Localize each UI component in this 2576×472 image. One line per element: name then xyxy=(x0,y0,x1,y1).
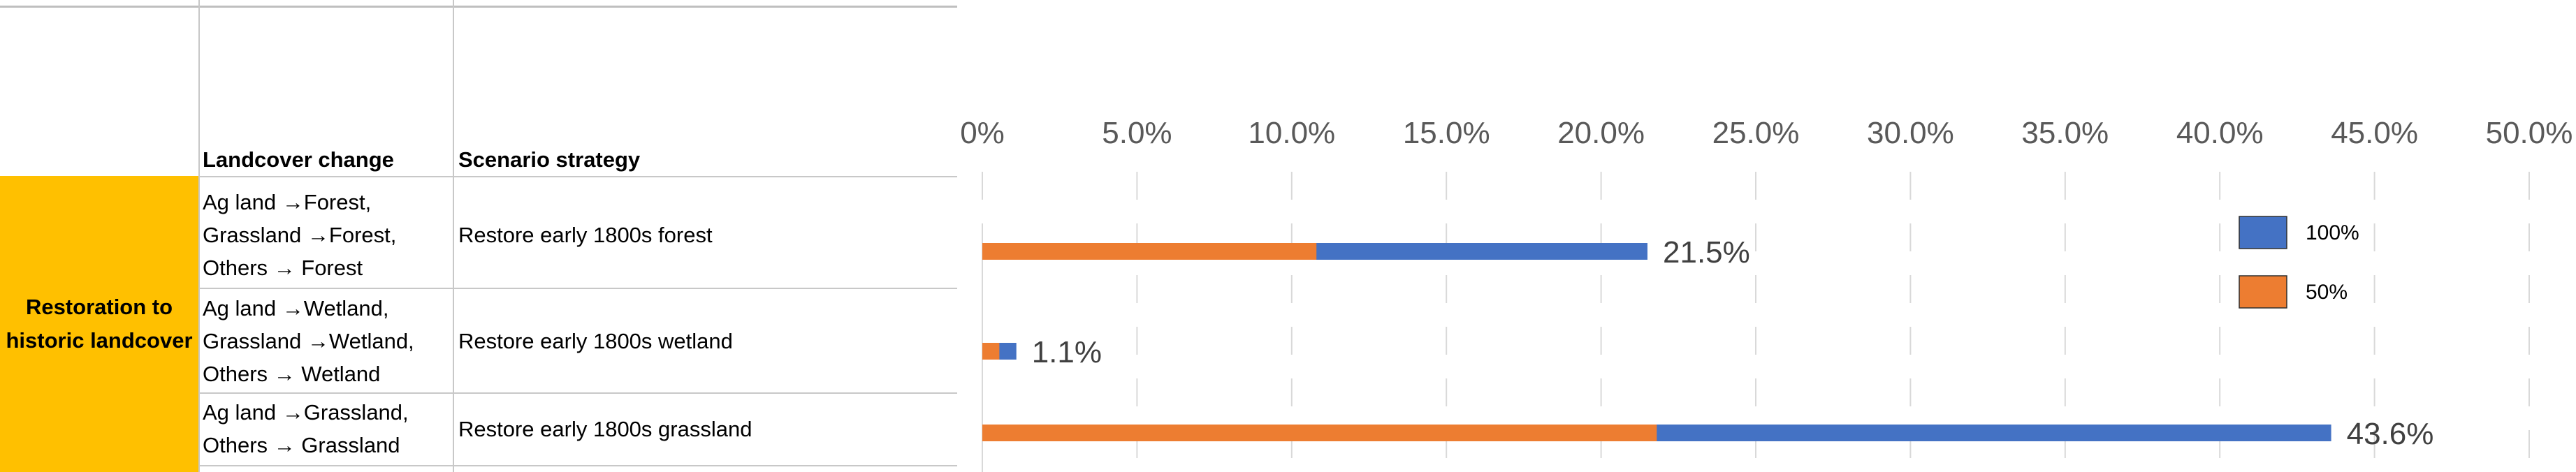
x-tick-label: 25.0% xyxy=(1712,116,1800,150)
x-tick-label: 30.0% xyxy=(1867,116,1954,150)
row-divider-1 xyxy=(198,288,957,289)
x-tick-label: 45.0% xyxy=(2331,116,2418,150)
bar-chart: 0% 5.0% 10.0% 15.0% 20.0% 25.0% 30.0% 35.0% 40.0… xyxy=(957,0,2576,472)
landcover-change-line: Ag land →Forest, xyxy=(203,190,372,214)
header-landcover-change: Landcover change xyxy=(203,147,394,172)
header-scenario-strategy: Scenario strategy xyxy=(458,147,641,172)
x-tick-label: 40.0% xyxy=(2176,116,2264,150)
landcover-change-line: Others → Grassland xyxy=(203,433,400,457)
data-label: 1.1% xyxy=(1032,335,1102,369)
x-tick-label: 5.0% xyxy=(1102,116,1172,150)
legend-swatch xyxy=(2239,216,2287,249)
x-tick-label: 20.0% xyxy=(1557,116,1645,150)
bar-50-percent xyxy=(982,243,1317,260)
scenario-strategy-cell: Restore early 1800s forest xyxy=(458,223,713,247)
scenario-strategy-cell: Restore early 1800s wetland xyxy=(458,329,733,353)
column-divider-1 xyxy=(198,0,200,472)
legend-label: 50% xyxy=(2306,281,2348,304)
legend-swatch xyxy=(2239,275,2287,309)
landcover-change-line: Grassland →Wetland, xyxy=(203,329,414,353)
landcover-change-line: Ag land →Wetland, xyxy=(203,296,389,320)
row-divider-2 xyxy=(198,392,957,394)
x-tick-label: 35.0% xyxy=(2021,116,2109,150)
bar-chart-svg: 0% 5.0% 10.0% 15.0% 20.0% 25.0% 30.0% 35.0% 40.0… xyxy=(960,116,2573,472)
x-tick-label: 15.0% xyxy=(1403,116,1490,150)
x-tick-label: 10.0% xyxy=(1248,116,1335,150)
column-divider-2 xyxy=(453,0,454,472)
category-cell: Restoration to historic landcover xyxy=(0,176,198,472)
bar-50-percent xyxy=(982,425,1657,441)
data-label: 43.6% xyxy=(2347,417,2434,451)
landcover-change-line: Others → Wetland xyxy=(203,362,381,386)
x-tick-label: 50.0% xyxy=(2486,116,2573,150)
table-top-border xyxy=(0,6,957,8)
landcover-change-line: Others → Forest xyxy=(203,256,363,280)
bar-50-percent xyxy=(982,343,1000,360)
data-label: 21.5% xyxy=(1663,235,1750,270)
legend-label: 100% xyxy=(2306,221,2359,244)
table-bottom-border xyxy=(0,465,957,466)
landcover-change-line: Ag land →Grassland, xyxy=(203,400,409,425)
x-tick-label: 0% xyxy=(960,116,1005,150)
scenario-strategy-cell: Restore early 1800s grassland xyxy=(458,417,752,441)
landcover-change-line: Grassland →Forest, xyxy=(203,223,397,247)
header-bottom-border xyxy=(198,176,957,177)
scenario-table: Landcover change Scenario strategy Resto… xyxy=(0,0,957,472)
